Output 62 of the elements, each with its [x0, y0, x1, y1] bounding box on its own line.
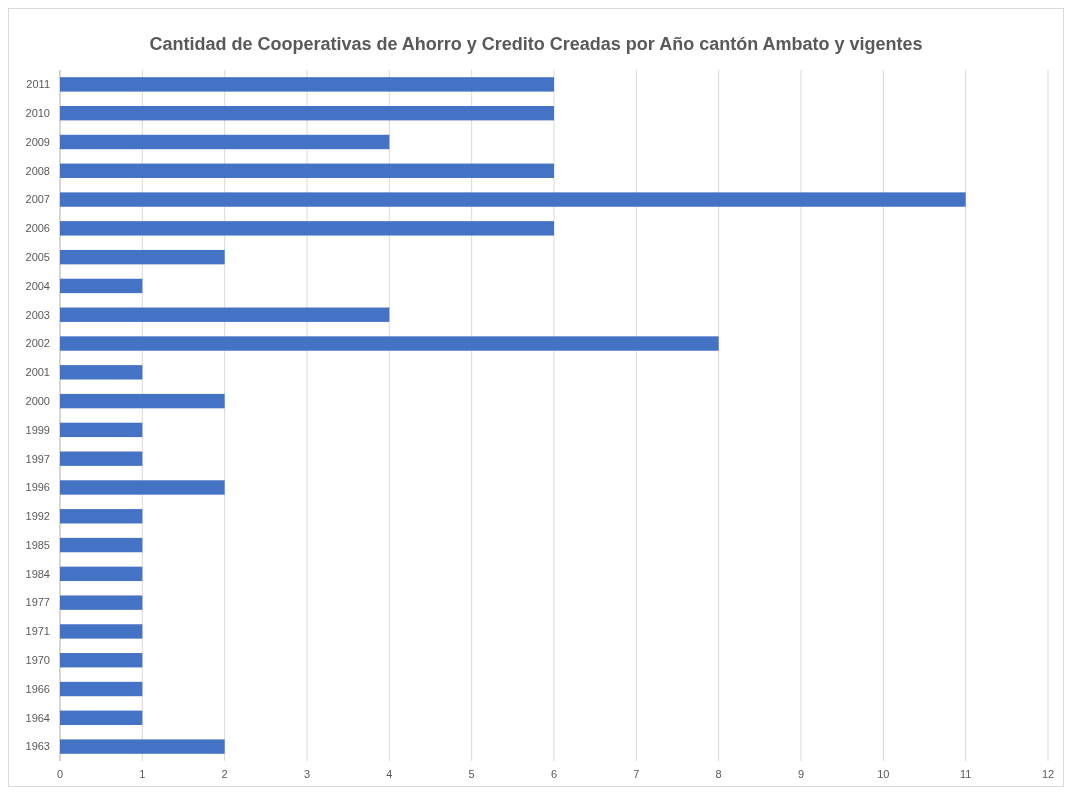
y-tick-label: 2003 — [25, 308, 50, 321]
x-tick-label: 5 — [468, 768, 475, 780]
x-tick-label: 8 — [715, 768, 722, 780]
bar — [60, 307, 390, 322]
bar — [60, 624, 143, 639]
y-tick-label: 1970 — [25, 654, 50, 667]
bar — [60, 653, 143, 668]
y-tick-label: 2006 — [25, 222, 50, 235]
bar — [60, 105, 554, 121]
bar — [60, 480, 225, 495]
y-tick-label: 2002 — [25, 337, 50, 350]
y-tick-label: 2005 — [25, 251, 50, 263]
y-tick-label: 2000 — [25, 394, 50, 407]
bar — [60, 278, 143, 294]
y-tick-label: 2010 — [25, 107, 50, 120]
bar — [60, 249, 225, 265]
x-tick-label: 11 — [959, 768, 972, 780]
y-tick-label: 1984 — [25, 567, 50, 580]
y-tick-label: 2007 — [25, 193, 50, 206]
y-tick-label: 1971 — [25, 625, 50, 638]
x-tick-label: 3 — [303, 768, 311, 780]
x-tick-label: 10 — [877, 768, 890, 780]
bar — [60, 537, 143, 553]
bar — [60, 422, 143, 438]
x-tick-label: 4 — [386, 768, 393, 780]
y-tick-label: 1985 — [25, 538, 50, 551]
y-tick-label: 1992 — [25, 510, 50, 523]
bar — [60, 192, 966, 207]
x-tick-label: 9 — [797, 768, 805, 780]
y-tick-label: 1966 — [25, 682, 50, 695]
bar — [60, 595, 143, 610]
y-tick-label: 2008 — [25, 164, 50, 177]
y-tick-label: 2001 — [25, 366, 50, 379]
x-tick-label: 12 — [1041, 768, 1055, 780]
bar — [60, 393, 225, 409]
bar — [60, 451, 143, 466]
y-tick-label: 1996 — [25, 481, 50, 494]
y-tick-label: 2009 — [25, 135, 50, 148]
bar — [60, 739, 225, 754]
bar — [60, 509, 143, 524]
bar — [60, 221, 554, 236]
x-tick-label: 2 — [221, 768, 228, 780]
x-tick-label: 1 — [139, 768, 146, 780]
bar — [60, 365, 143, 380]
bar — [60, 710, 143, 726]
bar — [60, 566, 143, 582]
y-tick-label: 1997 — [25, 452, 50, 465]
y-tick-label: 1964 — [25, 711, 50, 724]
y-tick-label: 1999 — [25, 423, 50, 436]
y-tick-label: 2004 — [25, 279, 50, 292]
bar — [60, 134, 390, 150]
y-tick-label: 1963 — [25, 740, 50, 753]
bar — [60, 681, 143, 697]
y-tick-label: 1977 — [25, 596, 50, 609]
x-tick-label: 6 — [550, 768, 558, 780]
chart-title: Cantidad de Cooperativas de Ahorro y Credito Creadas por Año cantón Ambato y vigentes — [149, 34, 923, 54]
x-tick-label: 7 — [633, 768, 640, 780]
y-tick-label: 2011 — [26, 78, 50, 91]
bar — [60, 336, 719, 351]
bar — [60, 77, 554, 92]
bar — [60, 163, 554, 178]
x-tick-label: 0 — [56, 768, 64, 780]
